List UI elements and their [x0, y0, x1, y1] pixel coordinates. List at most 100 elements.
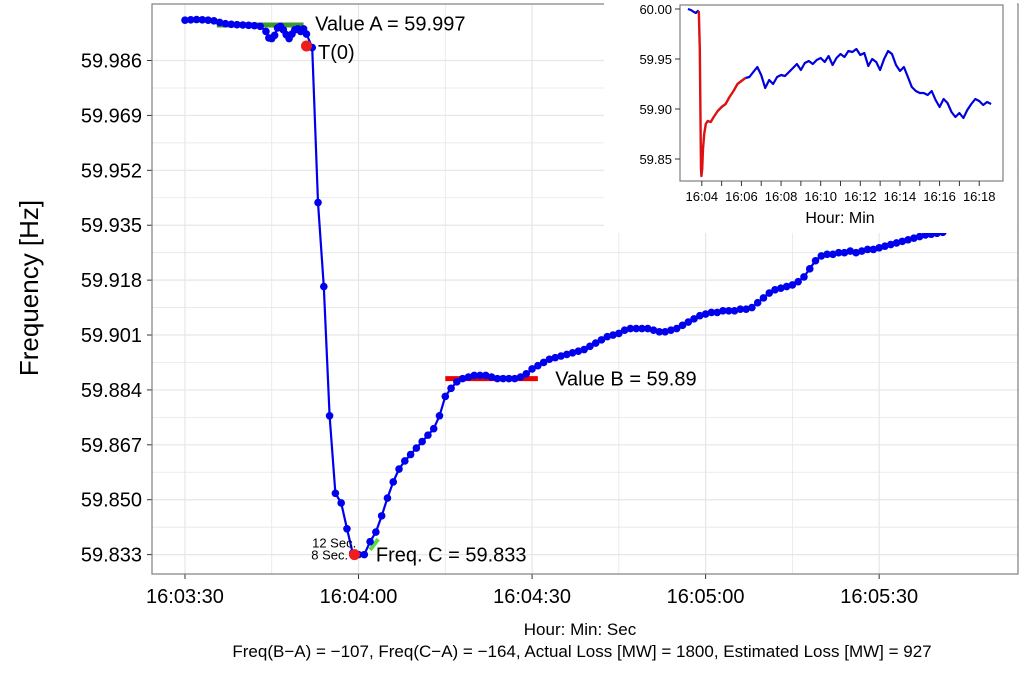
main-data-point: [661, 327, 669, 336]
inset-highlight-line: [697, 10, 747, 178]
figure-caption: Freq(B−A) = −107, Freq(C−A) = −164, Actu…: [232, 642, 931, 661]
main-annotation-texts: Value A = 59.997 Value B = 59.89 T(0) Fr…: [311, 13, 696, 566]
main-data-point: [239, 21, 247, 29]
main-data-point: [823, 250, 831, 259]
y-tick-label: 59.901: [81, 325, 142, 347]
main-data-point: [395, 465, 403, 473]
main-data-point: [643, 324, 652, 333]
main-data-point: [834, 248, 843, 257]
main-data-point: [829, 250, 837, 259]
main-data-point: [360, 550, 369, 559]
main-data-point: [545, 355, 554, 364]
main-data-point: [603, 332, 612, 341]
main-data-point: [262, 27, 270, 36]
main-data-point: [534, 361, 542, 370]
value-a-label: Value A = 59.997: [315, 13, 465, 35]
freq-c-label: Freq. C = 59.833: [376, 545, 527, 567]
main-data-point: [418, 437, 426, 446]
inset-y-tick-label: 60.00: [639, 2, 672, 17]
main-data-point: [441, 392, 450, 401]
main-data-point: [250, 21, 259, 30]
main-data-point: [753, 298, 762, 307]
main-data-point: [800, 273, 808, 281]
inset-x-tick-label: 16:10: [804, 189, 837, 204]
main-data-point: [551, 353, 560, 362]
main-data-point: [343, 524, 351, 533]
inset-x-tick-label: 16:04: [686, 189, 719, 204]
main-data-point: [910, 234, 918, 242]
main-data-point: [383, 494, 392, 502]
main-data-point: [470, 371, 479, 380]
y-tick-label: 59.952: [81, 160, 142, 182]
main-data-point: [458, 374, 467, 383]
main-data-point: [626, 324, 635, 333]
freq-c-marker: [348, 549, 360, 561]
main-data-point: [765, 289, 774, 297]
main-data-point: [921, 231, 930, 239]
main-data-point: [620, 326, 629, 334]
main-data-point: [794, 277, 802, 286]
main-data-point: [366, 537, 374, 546]
y-axis-title: Frequency [Hz]: [14, 200, 44, 376]
main-data-point: [429, 424, 438, 433]
y-tick-label: 59.935: [81, 215, 142, 237]
main-data-point: [886, 240, 895, 249]
main-data-point: [869, 245, 878, 254]
main-data-point: [447, 384, 455, 393]
inset-series-line: [687, 7, 992, 120]
main-data-point: [186, 16, 195, 24]
main-data-point: [638, 324, 646, 333]
inset-y-tick-label: 59.85: [639, 152, 672, 167]
main-axes: 59.833 59.850 59.867 59.884 59.901 59.918 59.9…: [81, 3, 1019, 608]
main-data-point: [788, 281, 797, 289]
main-data-point: [256, 22, 264, 31]
main-data-point: [331, 489, 340, 498]
main-data-point: [325, 411, 334, 420]
main-data-point: [724, 306, 733, 315]
main-data-point: [476, 371, 484, 380]
main-data-point: [852, 248, 860, 257]
main-data-point: [892, 239, 901, 247]
inset-x-tick-label: 16:16: [923, 189, 956, 204]
x-tick-label: 16:05:30: [840, 586, 918, 608]
main-data-point: [522, 369, 531, 378]
main-panel-border: [151, 3, 1019, 575]
y-tick-label: 59.833: [81, 545, 142, 567]
main-event-markers: [300, 40, 360, 561]
inset-x-axis-title: Hour: Min: [805, 210, 874, 227]
inset-y-tick-label: 59.90: [639, 102, 672, 117]
x-tick-label: 16:04:30: [493, 586, 571, 608]
main-data-point: [377, 512, 386, 520]
main-data-point: [655, 327, 664, 336]
main-data-point: [667, 326, 675, 334]
seconds-marker-line: [368, 537, 380, 551]
main-data-point: [487, 373, 496, 381]
main-data-point: [875, 244, 883, 252]
main-data-point: [435, 411, 444, 420]
inset-y-tick-label: 59.95: [639, 52, 672, 67]
main-data-point: [678, 321, 687, 330]
main-data-point: [730, 306, 739, 315]
main-data-point: [424, 431, 432, 439]
main-data-point: [817, 252, 826, 260]
inset-series-path: [687, 7, 699, 15]
main-data-point: [198, 16, 207, 24]
main-data-point: [701, 310, 710, 318]
x-tick-label: 16:04:00: [320, 586, 398, 608]
inset-x-tick-label: 16:14: [884, 189, 917, 204]
main-data-point: [580, 345, 588, 354]
main-data-point: [586, 342, 594, 351]
t0-label: T(0): [318, 42, 355, 64]
main-data-point: [904, 235, 912, 244]
main-data-point: [759, 294, 768, 302]
main-data-point: [481, 371, 490, 380]
main-data-point: [863, 245, 872, 254]
main-data-point: [609, 331, 617, 339]
value-b-label: Value B = 59.89: [555, 369, 696, 391]
main-data-point: [684, 318, 693, 326]
main-data-point: [881, 242, 889, 251]
main-data-point: [314, 198, 322, 207]
main-data-point: [320, 282, 328, 291]
